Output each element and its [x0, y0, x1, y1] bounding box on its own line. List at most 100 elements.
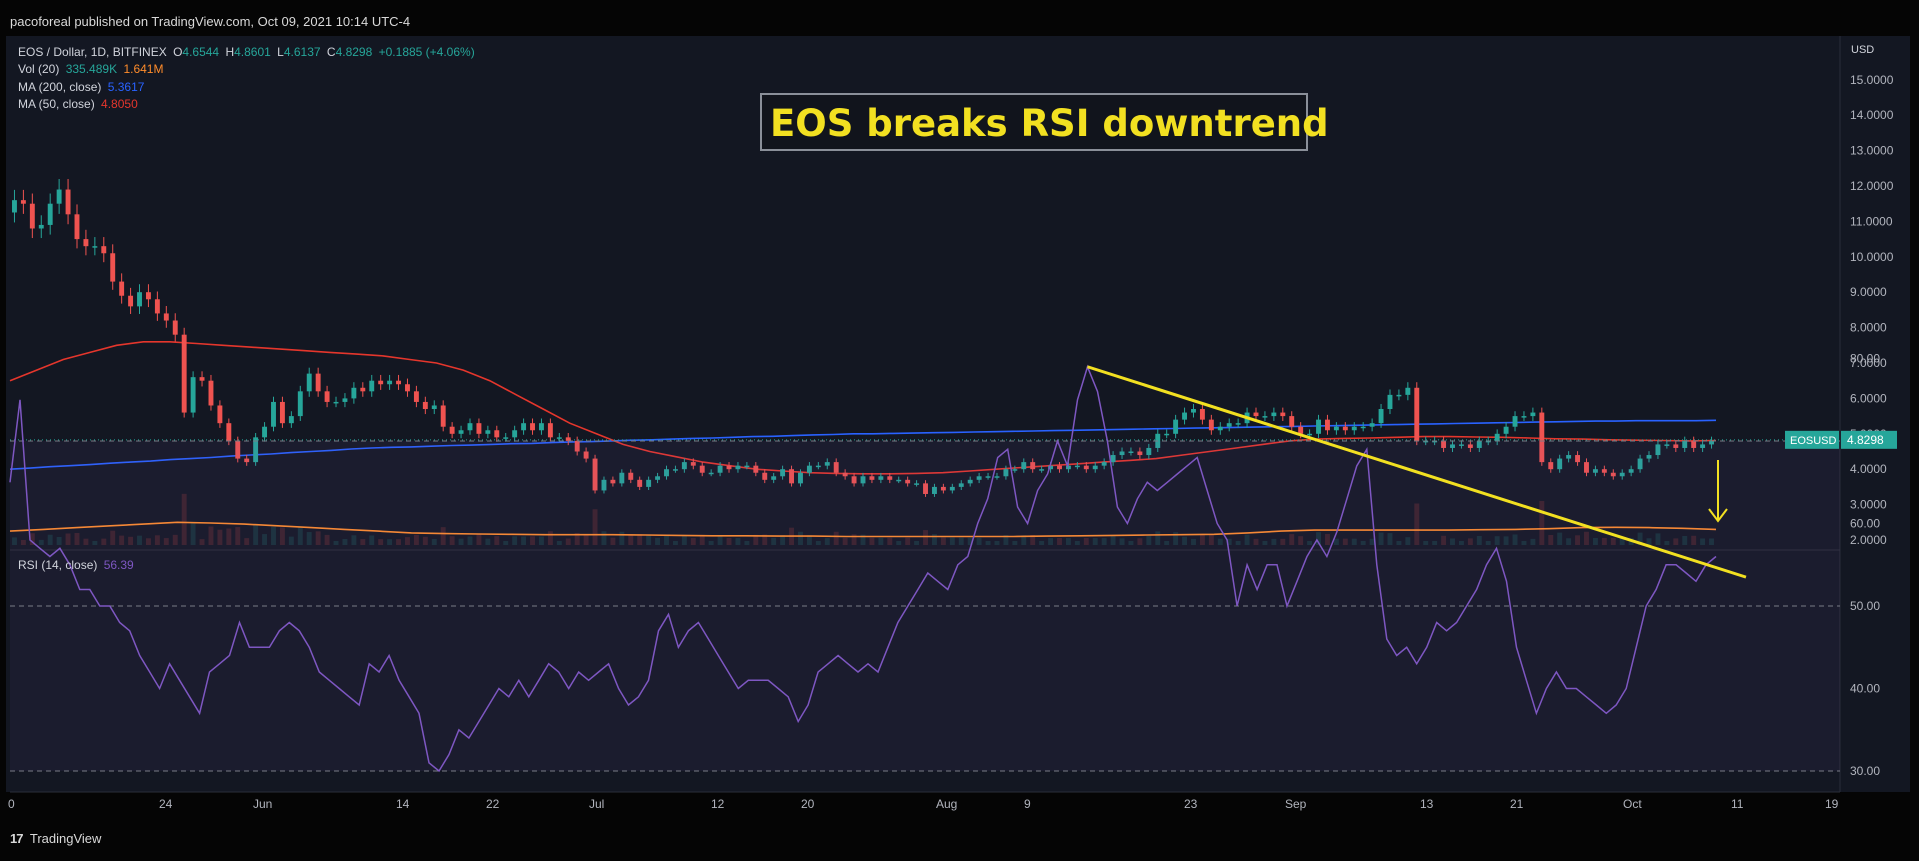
volume-bar	[1298, 536, 1304, 545]
candle-body	[387, 380, 393, 385]
volume-bar	[38, 539, 44, 545]
candle-body	[1039, 469, 1045, 471]
currency-label: USD	[1851, 44, 1874, 56]
price-tick-label: 11.0000	[1850, 214, 1893, 228]
volume-bar	[396, 539, 401, 545]
candle-body	[753, 465, 759, 473]
annotation-title: EOS breaks RSI downtrend	[770, 102, 1329, 145]
price-tick-label: 2.0000	[1850, 533, 1887, 547]
candle-body	[262, 426, 268, 438]
volume-bar	[1458, 541, 1464, 545]
volume-bar	[1369, 538, 1375, 545]
volume-bar	[226, 528, 232, 545]
volume-bar	[20, 539, 26, 545]
candle-body	[413, 391, 419, 402]
volume-bar	[726, 538, 732, 545]
candle-body	[1208, 419, 1214, 431]
volume-bar	[637, 534, 643, 545]
candle-body	[958, 483, 964, 487]
candle-body	[538, 423, 544, 431]
volume-bar	[887, 537, 893, 545]
candle-body	[1083, 465, 1089, 470]
candle-body	[646, 479, 652, 487]
candle-body	[931, 486, 937, 494]
volume-bars	[12, 493, 1714, 545]
candle-body	[1619, 472, 1625, 477]
volume-bar	[1235, 541, 1241, 545]
volume-bar	[1057, 538, 1062, 545]
volume-bar	[387, 539, 393, 545]
candle-body	[1655, 444, 1661, 456]
volume-bar	[1128, 541, 1134, 545]
volume-bar	[360, 539, 366, 545]
candle-body	[565, 437, 571, 441]
candle-body	[244, 458, 250, 463]
volume-bar	[780, 535, 786, 545]
legend-c-label: C	[326, 45, 336, 59]
price-tick-label: 7.0000	[1850, 356, 1887, 370]
grid	[10, 36, 1841, 793]
ma200-line	[9, 419, 1717, 470]
volume-bar	[708, 541, 714, 545]
time-tick-label: 23	[1184, 797, 1198, 811]
volume-bar	[199, 539, 205, 545]
time-tick-label: 20	[801, 797, 815, 811]
volume-bar	[1494, 536, 1500, 545]
candle-body	[1432, 440, 1438, 443]
chart-background	[6, 36, 1910, 792]
volume-bar	[1691, 535, 1697, 545]
candle-body	[780, 469, 786, 477]
candle-body	[1539, 412, 1545, 463]
candle-body	[619, 472, 625, 484]
candle-body	[1405, 387, 1411, 395]
candle-body	[1441, 440, 1447, 448]
symbol-tag-bg	[1785, 430, 1839, 449]
tradingview-logo-icon: 17	[10, 831, 24, 846]
candle-body	[1360, 426, 1366, 429]
volume-bar	[333, 541, 339, 545]
volume-bar	[1405, 537, 1411, 545]
volume-bar	[1575, 535, 1581, 545]
volume-bar	[1709, 538, 1714, 545]
legend-vol-ma: 1.641M	[123, 62, 164, 76]
footer-brand: TradingView	[29, 831, 102, 846]
volume-bar	[324, 534, 330, 545]
legend-ma50-label: MA (50, close)	[18, 97, 95, 111]
candle-body	[940, 486, 946, 491]
candle-body	[1074, 465, 1080, 468]
candle-body	[976, 476, 982, 480]
volume-bar	[1191, 538, 1196, 545]
candle-body	[485, 430, 491, 434]
candles	[12, 179, 1714, 497]
candle-body	[1673, 444, 1679, 448]
candle-body	[1467, 444, 1473, 448]
volume-bar	[110, 530, 116, 545]
volume-bar	[610, 537, 616, 545]
candle-body	[1280, 412, 1286, 417]
candle-body	[1173, 419, 1179, 434]
volume-bar	[1655, 533, 1661, 545]
volume-bar	[1271, 538, 1277, 545]
candle-body	[306, 373, 312, 392]
publisher-line: pacoforeal published on TradingView.com,…	[10, 14, 411, 29]
volume-bar	[145, 538, 151, 545]
price-tag-bg	[1841, 430, 1897, 449]
candle-body	[1387, 394, 1393, 410]
volume-bar	[530, 536, 535, 545]
price-tick-label: 9.0000	[1850, 285, 1887, 299]
candle-body	[1253, 412, 1259, 417]
price-tick-label: 13.0000	[1850, 144, 1894, 158]
volume-bar	[735, 538, 741, 545]
volume-bar	[1333, 538, 1339, 545]
candle-body	[181, 334, 187, 413]
candle-body	[744, 465, 750, 468]
candle-body	[297, 391, 303, 417]
candle-body	[521, 423, 527, 431]
volume-bar	[208, 526, 214, 545]
candle-body	[1369, 423, 1375, 427]
legend-ma200-label: MA (200, close)	[18, 80, 102, 94]
legend-high: 4.8601	[234, 45, 271, 59]
rsi-tick-label: 60.00	[1850, 517, 1880, 531]
candle-body	[949, 486, 955, 491]
